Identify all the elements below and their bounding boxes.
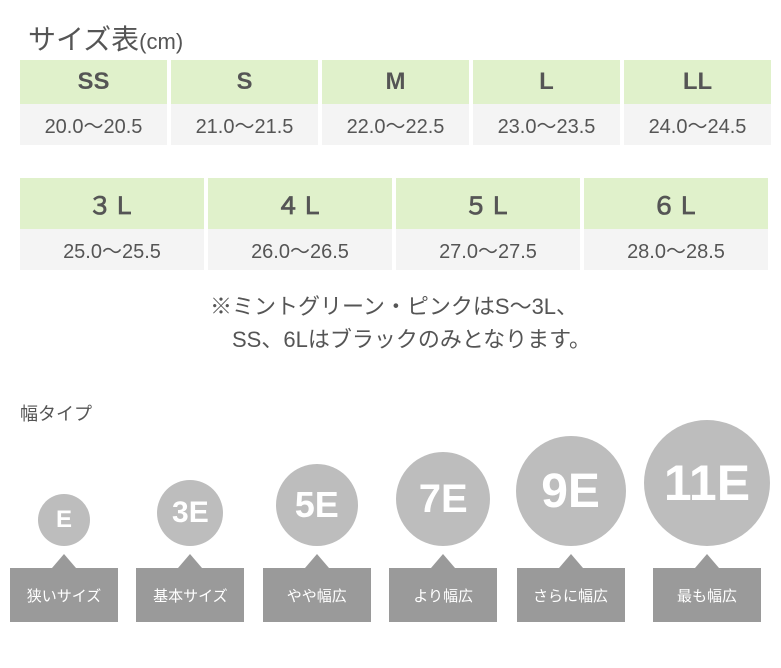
arrow-up-icon (559, 554, 583, 568)
width-label-container: 基本サイズ (136, 554, 244, 622)
size-cell: LL 24.0～24.5 (624, 60, 771, 145)
width-desc-label: 基本サイズ (136, 568, 244, 622)
width-item: 9E さらに幅広 (516, 436, 626, 622)
size-label: L (473, 60, 620, 104)
size-range: 23.0～23.5 (473, 104, 620, 145)
size-table-row1: SS 20.0～20.5 S 21.0～21.5 M 22.0～22.5 L 2… (20, 60, 771, 145)
width-item: 11E 最も幅広 (644, 420, 770, 622)
size-cell: ４Ｌ 26.0～26.5 (208, 178, 392, 270)
width-desc-label: 狭いサイズ (10, 568, 118, 622)
title-main: サイズ表 (28, 24, 139, 55)
width-item: 3E 基本サイズ (136, 480, 244, 622)
note-line2: SS、6Lはブラックのみとなります。 (210, 323, 591, 356)
width-desc-label: やや幅広 (263, 568, 371, 622)
width-circle: 9E (516, 436, 626, 546)
width-item: 5E やや幅広 (263, 464, 371, 622)
title-unit: (cm) (139, 29, 183, 54)
size-range: 28.0～28.5 (584, 229, 768, 270)
width-item: E 狭いサイズ (10, 494, 118, 622)
size-range: 25.0～25.5 (20, 229, 204, 270)
size-range: 21.0～21.5 (171, 104, 318, 145)
arrow-up-icon (431, 554, 455, 568)
size-cell: L 23.0～23.5 (473, 60, 620, 145)
size-label: ４Ｌ (208, 178, 392, 229)
size-label: S (171, 60, 318, 104)
width-label-container: 最も幅広 (653, 554, 761, 622)
size-label: ５Ｌ (396, 178, 580, 229)
width-row: E 狭いサイズ 3E 基本サイズ 5E やや幅広 7E より幅広 9E さらに幅広 11E 最も幅広 (10, 420, 770, 622)
width-label-container: 狭いサイズ (10, 554, 118, 622)
size-cell: M 22.0～22.5 (322, 60, 469, 145)
width-circle: E (38, 494, 90, 546)
note-text: ※ミントグリーン・ピンクはS～3L、 SS、6Lはブラックのみとなります。 (210, 290, 591, 356)
arrow-up-icon (52, 554, 76, 568)
size-range: 22.0～22.5 (322, 104, 469, 145)
width-item: 7E より幅広 (389, 452, 497, 622)
size-table-row2: ３Ｌ 25.0～25.5 ４Ｌ 26.0～26.5 ５Ｌ 27.0～27.5 ６… (20, 178, 768, 270)
size-label: ３Ｌ (20, 178, 204, 229)
width-circle: 5E (276, 464, 358, 546)
arrow-up-icon (305, 554, 329, 568)
width-circle: 7E (396, 452, 490, 546)
page-title: サイズ表(cm) (28, 18, 183, 58)
size-range: 24.0～24.5 (624, 104, 771, 145)
width-circle: 3E (157, 480, 223, 546)
size-cell: ５Ｌ 27.0～27.5 (396, 178, 580, 270)
width-desc-label: 最も幅広 (653, 568, 761, 622)
note-line1: ※ミントグリーン・ピンクはS～3L、 (210, 290, 591, 323)
size-label: M (322, 60, 469, 104)
size-range: 27.0～27.5 (396, 229, 580, 270)
size-label: SS (20, 60, 167, 104)
size-cell: SS 20.0～20.5 (20, 60, 167, 145)
size-cell: ３Ｌ 25.0～25.5 (20, 178, 204, 270)
width-desc-label: より幅広 (389, 568, 497, 622)
size-range: 26.0～26.5 (208, 229, 392, 270)
width-label-container: より幅広 (389, 554, 497, 622)
size-cell: ６Ｌ 28.0～28.5 (584, 178, 768, 270)
width-label-container: さらに幅広 (517, 554, 625, 622)
size-label: LL (624, 60, 771, 104)
size-label: ６Ｌ (584, 178, 768, 229)
width-circle: 11E (644, 420, 770, 546)
width-desc-label: さらに幅広 (517, 568, 625, 622)
width-label-container: やや幅広 (263, 554, 371, 622)
arrow-up-icon (695, 554, 719, 568)
size-cell: S 21.0～21.5 (171, 60, 318, 145)
size-range: 20.0～20.5 (20, 104, 167, 145)
arrow-up-icon (178, 554, 202, 568)
